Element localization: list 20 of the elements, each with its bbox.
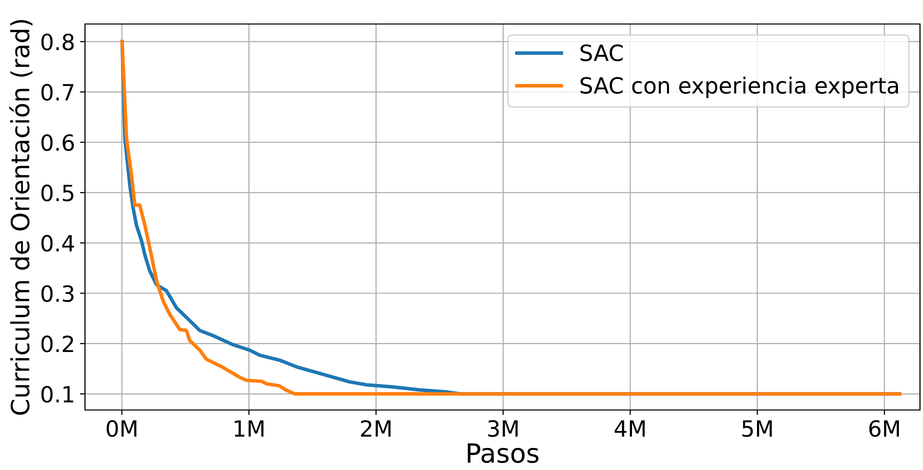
- legend-label: SAC con experiencia experta: [580, 76, 898, 98]
- x-tick-label: 1M: [234, 420, 264, 437]
- y-tick-label: 0.6: [41, 134, 74, 152]
- y-tick-label: 0.5: [41, 184, 74, 202]
- line-series: [120, 40, 902, 396]
- y-tick-label: 0.2: [41, 336, 74, 352]
- y-axis-title: Curriculum de Orientación (rad): [9, 20, 32, 415]
- x-tick-label: 3M: [488, 420, 518, 437]
- x-tick-label: 2M: [361, 420, 391, 437]
- y-tick-label: 0.4: [41, 234, 74, 252]
- legend-label: SAC: [580, 44, 623, 62]
- x-tick-label: 6M: [869, 420, 899, 437]
- y-tick-label: 0.3: [41, 285, 74, 302]
- y-tick-label: 0.8: [41, 34, 74, 50]
- x-tick-label: 4M: [614, 420, 645, 437]
- x-tick-label: 5M: [742, 420, 772, 437]
- y-tick-label: 0.1: [41, 386, 74, 403]
- x-axis-title: Pasos: [468, 443, 538, 464]
- y-tick-label: 0.7: [41, 84, 74, 101]
- x-tick-label: 0M: [106, 420, 136, 437]
